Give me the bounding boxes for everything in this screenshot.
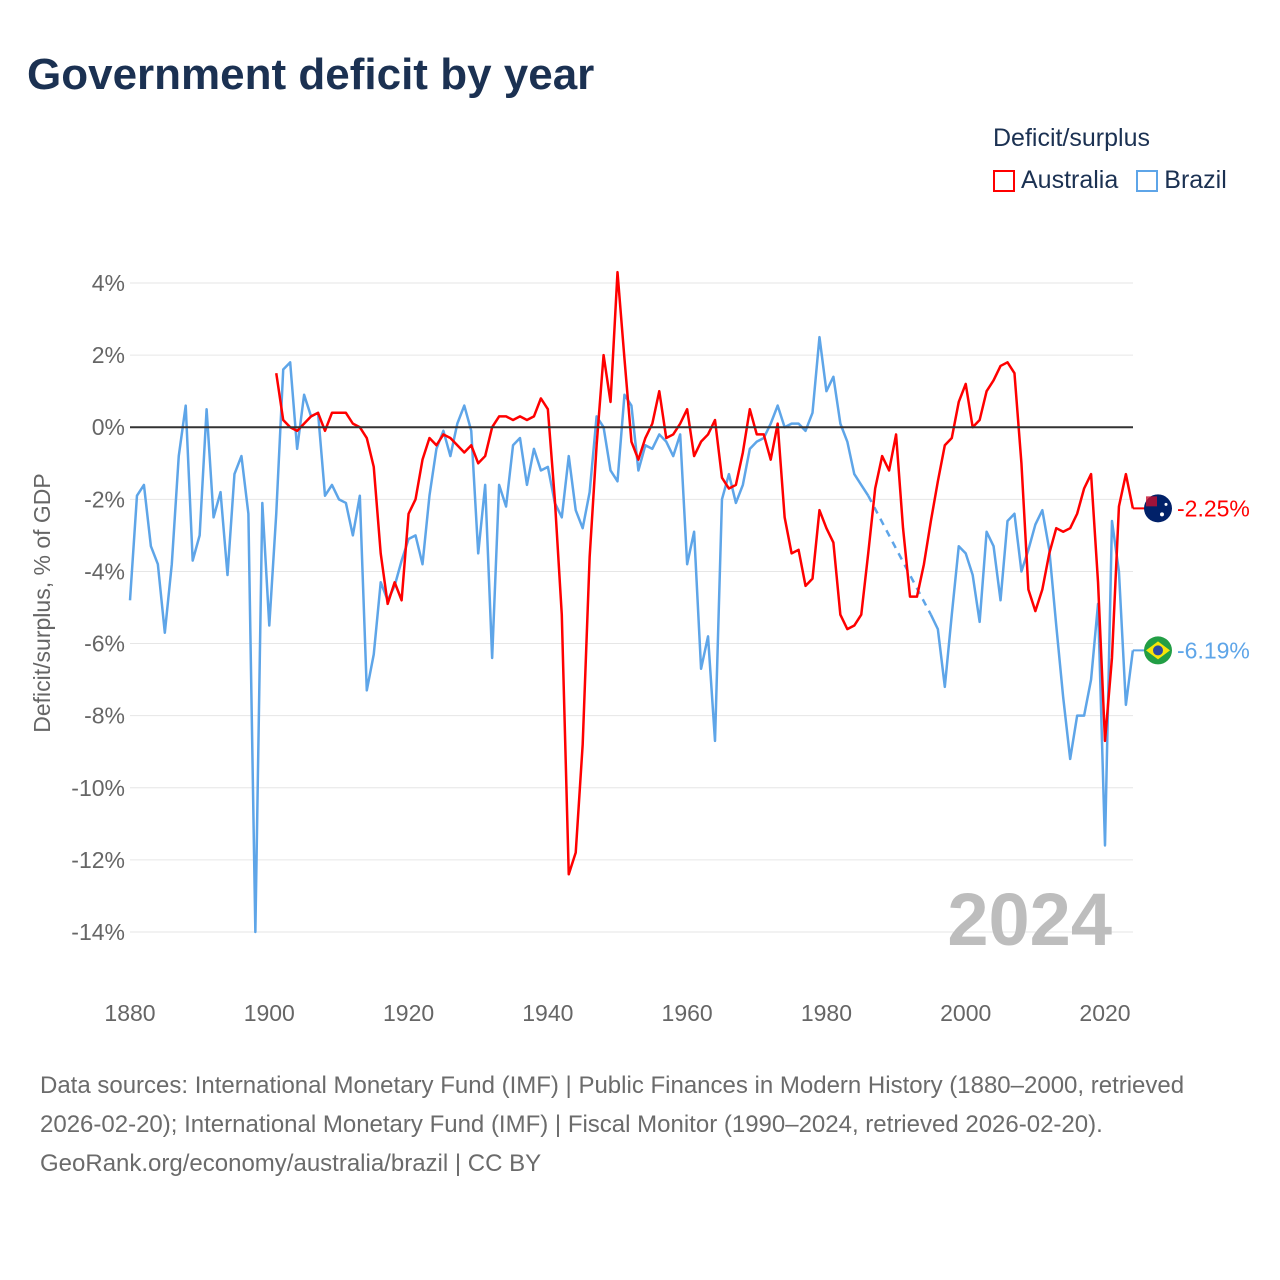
flag-star [1164, 502, 1168, 506]
page-title: Government deficit by year [27, 50, 595, 99]
flag-globe [1153, 645, 1163, 656]
flag-star [1160, 512, 1164, 517]
x-tick-label: 1980 [801, 1000, 852, 1026]
x-tick-label: 1880 [104, 1000, 155, 1026]
x-tick-label: 1920 [383, 1000, 434, 1026]
end-value-label-brazil: -6.19% [1177, 637, 1250, 663]
y-axis-title: Deficit/surplus, % of GDP [29, 473, 55, 732]
x-tick-label: 2000 [940, 1000, 991, 1026]
y-tick-label: -2% [84, 486, 125, 512]
y-tick-label: 2% [92, 342, 125, 368]
x-tick-label: 2020 [1079, 1000, 1130, 1026]
y-tick-label: 0% [92, 414, 125, 440]
x-tick-label: 1960 [662, 1000, 713, 1026]
series-line-australia [275, 270, 1135, 876]
credit-link[interactable]: GeoRank.org/economy/australia/brazil | C… [40, 1150, 542, 1177]
legend-label: Australia [1021, 166, 1119, 194]
y-tick-label: -12% [71, 847, 125, 873]
footer: Data sources: International Monetary Fun… [40, 1066, 1240, 1183]
y-tick-label: -10% [71, 775, 125, 801]
series-line-brazil [929, 508, 1135, 847]
legend-item-brazil[interactable]: Brazil [1136, 166, 1227, 195]
legend-swatch-australia [993, 169, 1015, 192]
legend-label: Brazil [1164, 166, 1227, 194]
y-tick-label: -6% [84, 631, 125, 657]
y-tick-label: -8% [84, 703, 125, 729]
legend-item-australia[interactable]: Australia [993, 166, 1118, 195]
end-value-label-australia: -2.25% [1177, 495, 1250, 521]
series-line-brazil [128, 335, 870, 934]
x-tick-label: 1940 [522, 1000, 573, 1026]
year-watermark: 2024 [947, 878, 1112, 961]
y-tick-label: -4% [84, 558, 125, 584]
y-tick-label: 4% [92, 270, 125, 296]
series-gap-brazil [867, 495, 932, 616]
x-tick-label: 1900 [244, 1000, 295, 1026]
flag-union-jack [1146, 496, 1157, 507]
data-sources: Data sources: International Monetary Fun… [40, 1072, 1185, 1138]
legend-swatch-brazil [1136, 169, 1159, 192]
y-tick-label: -14% [71, 919, 125, 945]
legend: Australia Brazil [993, 166, 1227, 195]
legend-title: Deficit/surplus [993, 124, 1150, 152]
